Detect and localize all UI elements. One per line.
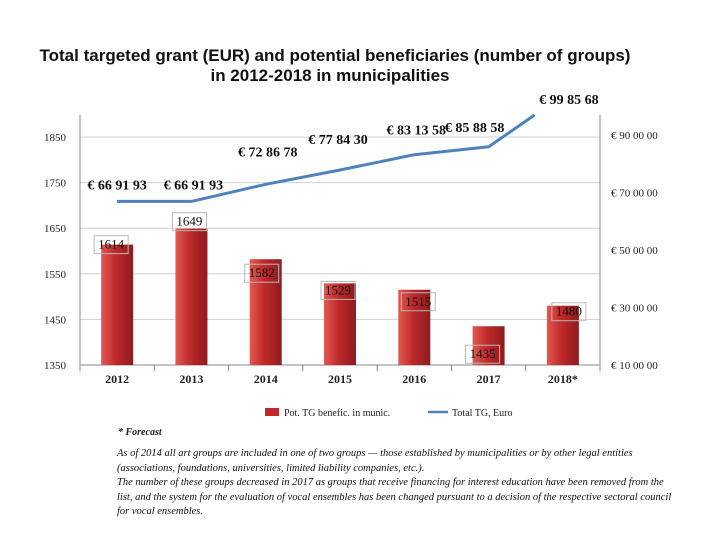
bar-value-label: 1435 bbox=[470, 346, 496, 361]
line-value-label: € 72 86 78 bbox=[238, 145, 298, 160]
bar-label-box bbox=[465, 344, 501, 364]
bar bbox=[324, 283, 356, 365]
line-series bbox=[117, 113, 536, 203]
category-label: 2017 bbox=[477, 372, 501, 386]
bar bbox=[398, 289, 431, 365]
chart-title-line1: Total targeted grant (EUR) and potential… bbox=[40, 46, 631, 65]
bar bbox=[249, 259, 282, 365]
left-tick-label: 1750 bbox=[44, 178, 67, 190]
line-path bbox=[117, 113, 536, 203]
left-tick-label: 1850 bbox=[44, 132, 67, 144]
right-tick-label: € 70 00 00 bbox=[611, 188, 658, 200]
left-axis-ticks: 1350 1450 1550 1650 1750 1850 bbox=[44, 132, 67, 372]
legend-line-label: Total TG, Euro bbox=[452, 408, 513, 419]
chart: Total targeted grant (EUR) and potential… bbox=[40, 46, 659, 438]
left-tick-label: 1450 bbox=[44, 314, 67, 326]
line-value-label: € 66 91 93 bbox=[87, 178, 147, 193]
category-label: 2016 bbox=[402, 372, 426, 386]
left-tick-label: 1550 bbox=[44, 269, 67, 281]
right-tick-label: € 30 00 00 bbox=[611, 303, 658, 315]
right-tick-label: € 90 00 00 bbox=[611, 130, 658, 142]
caption-paragraph-2: The number of these groups decreased in … bbox=[117, 477, 672, 517]
line-value-label: € 66 91 93 bbox=[164, 178, 224, 193]
left-tick-label: 1350 bbox=[44, 360, 67, 372]
category-label: 2014 bbox=[254, 372, 278, 386]
forecast-note: * Forecast bbox=[118, 427, 163, 438]
bar-labels: 1614 1649 1582 1529 1515 1435 1480 bbox=[93, 212, 587, 364]
category-label: 2018* bbox=[548, 372, 578, 386]
bar-value-label: 1515 bbox=[405, 294, 431, 309]
bar-label-box bbox=[320, 280, 356, 300]
left-tick-label: 1650 bbox=[44, 223, 67, 235]
bar-label-box bbox=[400, 292, 436, 312]
bar-label-box bbox=[171, 212, 207, 232]
category-label: 2012 bbox=[105, 372, 129, 386]
line-value-label: € 77 84 30 bbox=[308, 133, 368, 148]
category-label: 2015 bbox=[328, 372, 352, 386]
bar-label-box bbox=[551, 302, 587, 322]
line-value-label: € 99 85 68 bbox=[539, 93, 599, 108]
caption: As of 2014 all art groups are included i… bbox=[117, 447, 677, 520]
line-labels: € 66 91 93 € 66 91 93 € 72 86 78 € 77 84 30… bbox=[87, 93, 598, 193]
bar-value-label: 1529 bbox=[325, 282, 351, 297]
bar-label-box bbox=[244, 263, 280, 283]
bar bbox=[175, 228, 208, 365]
bar bbox=[101, 244, 134, 365]
caption-paragraph-1: As of 2014 all art groups are included i… bbox=[117, 448, 633, 474]
right-tick-label: € 50 00 00 bbox=[611, 245, 658, 257]
right-axis-ticks: € 10 00 00 € 30 00 00 € 50 00 00 € 70 00 00… bbox=[611, 130, 658, 372]
legend-bar-label: Pot. TG benefic. in munic. bbox=[284, 408, 390, 419]
legend-bar-swatch bbox=[265, 408, 279, 416]
line-value-label: € 83 13 58 bbox=[387, 124, 447, 139]
category-label: 2013 bbox=[179, 372, 203, 386]
bar-label-box bbox=[93, 235, 129, 255]
chart-title-line2: in 2012-2018 in municipalities bbox=[210, 66, 449, 85]
line-value-label: € 85 88 58 bbox=[445, 121, 505, 136]
right-tick-label: € 10 00 00 bbox=[611, 360, 658, 372]
bar-value-label: 1614 bbox=[98, 237, 125, 252]
bar-value-label: 1582 bbox=[249, 265, 275, 280]
category-axis-labels: 2012 2013 2014 2015 2016 2017 2018* bbox=[105, 372, 578, 386]
bar-value-label: 1649 bbox=[176, 214, 202, 229]
bar-value-label: 1480 bbox=[556, 304, 582, 319]
legend: Pot. TG benefic. in munic. Total TG, Eur… bbox=[265, 408, 513, 419]
